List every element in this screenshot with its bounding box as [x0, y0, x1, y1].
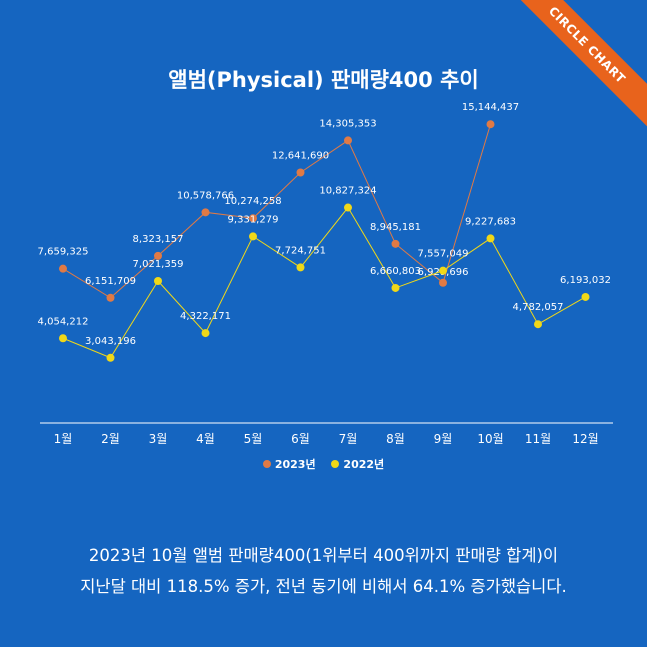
series-line-2023	[62, 124, 491, 299]
x-tick-label: 4월	[196, 432, 215, 446]
legend-label-2022: 2022년	[343, 458, 385, 471]
legend-label-2023: 2023년	[274, 458, 316, 471]
data-label: 9,331,279	[228, 214, 279, 225]
x-tick-label: 8월	[386, 432, 405, 446]
legend-dot-2023	[262, 460, 271, 468]
x-tick-label: 2월	[101, 432, 120, 446]
data-label: 9,227,683	[465, 216, 516, 227]
data-label: 10,274,258	[224, 196, 281, 207]
x-tick-label: 9월	[434, 432, 453, 446]
series-line-2022	[62, 206, 586, 359]
data-label: 8,323,157	[133, 234, 184, 245]
x-tick-label: 11월	[525, 432, 551, 446]
data-point	[486, 120, 495, 129]
data-point	[344, 203, 352, 212]
data-label: 6,193,032	[560, 275, 611, 286]
data-label: 7,557,049	[418, 249, 469, 260]
data-point	[154, 251, 162, 260]
data-point	[201, 329, 210, 338]
data-point	[296, 263, 305, 272]
legend-dot-2022	[331, 460, 340, 468]
x-tick-label: 3월	[149, 432, 168, 446]
data-label: 7,659,325	[38, 247, 89, 258]
data-point	[201, 208, 210, 217]
data-label: 3,043,196	[85, 336, 136, 347]
data-label: 7,724,751	[275, 245, 326, 256]
legend-item-2023: 2023년	[262, 456, 316, 472]
data-point	[59, 334, 67, 343]
summary-caption: 2023년 10월 앨범 판매량400(1위부터 400위까지 판매량 합계)이…	[0, 540, 647, 602]
caption-line-1: 2023년 10월 앨범 판매량400(1위부터 400위까지 판매량 합계)이	[88, 546, 559, 565]
x-tick-label: 6월	[291, 432, 310, 446]
data-label: 7,021,359	[133, 259, 184, 270]
data-label: 12,641,690	[272, 151, 329, 162]
data-point	[581, 292, 590, 301]
data-point	[59, 264, 67, 273]
x-tick-label: 10월	[477, 432, 503, 446]
data-point	[106, 353, 115, 362]
data-label: 4,782,057	[513, 302, 564, 313]
data-label: 10,827,324	[319, 186, 376, 197]
chart-legend: 2023년 2022년	[0, 456, 647, 472]
legend-item-2022: 2022년	[331, 456, 384, 472]
data-point	[534, 320, 542, 329]
caption-line-2: 지난달 대비 118.5% 증가, 전년 동기에 비해서 64.1% 증가했습니…	[80, 577, 567, 596]
data-label: 15,144,437	[462, 102, 519, 113]
data-point	[391, 283, 400, 292]
x-tick-label: 7월	[339, 432, 358, 446]
data-label: 4,322,171	[180, 311, 231, 322]
data-point	[439, 266, 447, 275]
data-point	[391, 239, 400, 248]
data-point	[439, 278, 447, 287]
data-label: 6,151,709	[85, 276, 136, 287]
data-label: 10,578,766	[177, 190, 234, 201]
data-point	[486, 234, 495, 243]
data-point	[296, 168, 305, 177]
data-label: 8,945,181	[370, 222, 421, 233]
x-tick-label: 12월	[572, 432, 598, 446]
data-label: 6,660,803	[370, 266, 421, 277]
data-point	[249, 214, 257, 223]
data-point	[249, 232, 257, 241]
data-point	[106, 293, 115, 302]
data-point	[154, 276, 162, 285]
x-tick-label: 5월	[244, 432, 263, 446]
data-label: 14,305,353	[319, 118, 376, 129]
data-label: 4,054,212	[38, 316, 89, 327]
x-tick-label: 1월	[54, 432, 73, 446]
data-point	[344, 136, 352, 145]
chart-title: 앨범(Physical) 판매량400 추이	[168, 68, 479, 92]
